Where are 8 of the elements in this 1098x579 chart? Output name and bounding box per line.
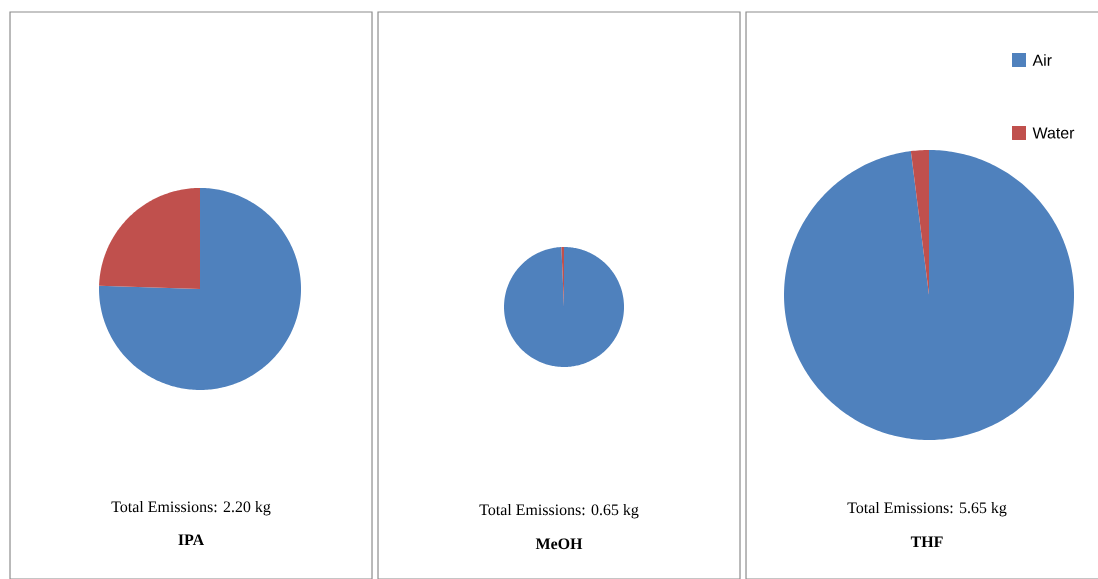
- legend-label: Water: [1032, 127, 1075, 139]
- text: MeOH: [535, 538, 583, 550]
- text: THF: [910, 536, 943, 547]
- text: Total Emissions: 0.65 kg: [479, 503, 639, 519]
- text: IPA: [178, 534, 205, 545]
- text: Total Emissions: 2.20 kg: [111, 500, 271, 516]
- text: Total Emissions: 5.65 kg: [847, 501, 1007, 517]
- legend-label: Air: [1032, 54, 1052, 66]
